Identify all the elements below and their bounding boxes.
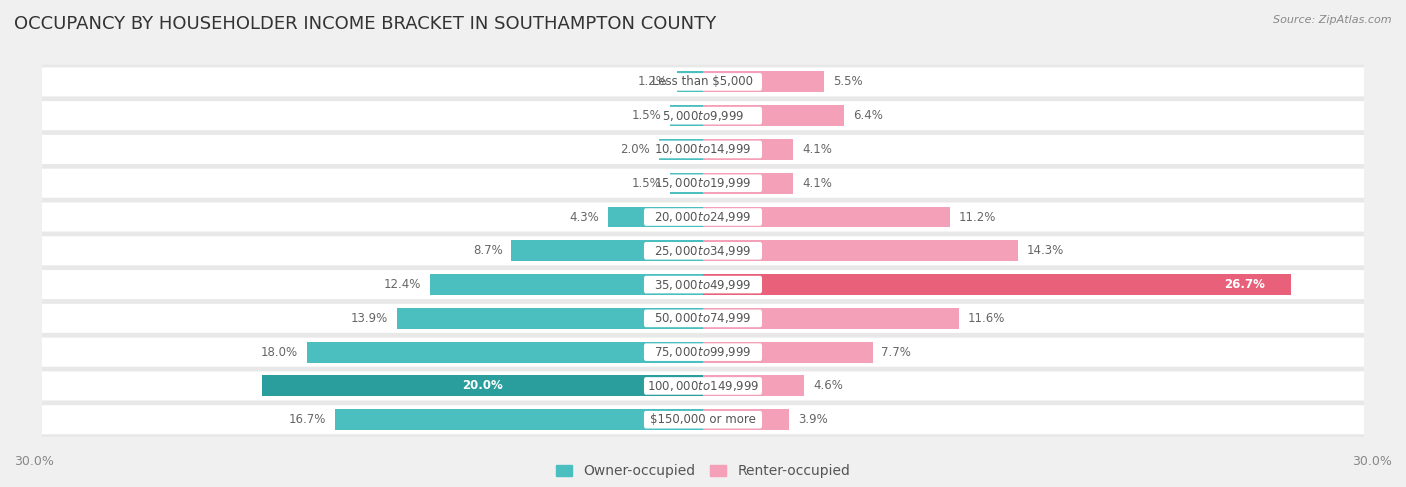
Bar (335, 409, 703, 430)
Text: 20.0%: 20.0% (463, 379, 503, 393)
Text: 2.0%: 2.0% (620, 143, 650, 156)
Text: $35,000 to $49,999: $35,000 to $49,999 (654, 278, 752, 292)
Bar (396, 308, 703, 329)
FancyBboxPatch shape (35, 135, 1371, 164)
Bar (703, 240, 1018, 262)
Text: 5.5%: 5.5% (832, 75, 863, 89)
Text: Less than $5,000: Less than $5,000 (652, 75, 754, 89)
Bar (703, 72, 824, 93)
Text: $100,000 to $149,999: $100,000 to $149,999 (647, 379, 759, 393)
FancyBboxPatch shape (644, 107, 762, 125)
Text: 16.7%: 16.7% (290, 413, 326, 426)
Bar (669, 173, 703, 194)
Text: 1.5%: 1.5% (631, 177, 661, 190)
FancyBboxPatch shape (30, 166, 1376, 201)
Text: Source: ZipAtlas.com: Source: ZipAtlas.com (1274, 15, 1392, 25)
Text: 13.9%: 13.9% (350, 312, 388, 325)
Bar (703, 105, 844, 126)
Text: 4.3%: 4.3% (569, 210, 599, 224)
Bar (703, 139, 793, 160)
FancyBboxPatch shape (35, 67, 1371, 96)
Bar (703, 409, 789, 430)
FancyBboxPatch shape (644, 174, 762, 192)
Text: $5,000 to $9,999: $5,000 to $9,999 (662, 109, 744, 123)
Text: 11.2%: 11.2% (959, 210, 995, 224)
FancyBboxPatch shape (644, 208, 762, 226)
FancyBboxPatch shape (30, 65, 1376, 99)
Text: 6.4%: 6.4% (853, 109, 883, 122)
Text: 7.7%: 7.7% (882, 346, 911, 358)
FancyBboxPatch shape (30, 335, 1376, 369)
FancyBboxPatch shape (30, 132, 1376, 167)
FancyBboxPatch shape (30, 369, 1376, 403)
Text: $15,000 to $19,999: $15,000 to $19,999 (654, 176, 752, 190)
FancyBboxPatch shape (35, 236, 1371, 265)
Text: 1.2%: 1.2% (638, 75, 668, 89)
FancyBboxPatch shape (35, 405, 1371, 434)
FancyBboxPatch shape (30, 301, 1376, 336)
Bar (703, 375, 804, 396)
Bar (512, 240, 703, 262)
Text: 1.5%: 1.5% (631, 109, 661, 122)
Text: 3.9%: 3.9% (797, 413, 828, 426)
FancyBboxPatch shape (30, 98, 1376, 133)
Text: $150,000 or more: $150,000 or more (650, 413, 756, 426)
FancyBboxPatch shape (644, 343, 762, 361)
Text: 30.0%: 30.0% (14, 454, 53, 468)
Text: 30.0%: 30.0% (1353, 454, 1392, 468)
FancyBboxPatch shape (35, 337, 1371, 367)
FancyBboxPatch shape (30, 267, 1376, 302)
Legend: Owner-occupied, Renter-occupied: Owner-occupied, Renter-occupied (550, 459, 856, 484)
FancyBboxPatch shape (644, 141, 762, 158)
Bar (307, 342, 703, 363)
Bar (703, 206, 949, 227)
Bar (659, 139, 703, 160)
Text: 4.6%: 4.6% (813, 379, 844, 393)
FancyBboxPatch shape (644, 276, 762, 293)
FancyBboxPatch shape (35, 270, 1371, 299)
FancyBboxPatch shape (644, 377, 762, 395)
FancyBboxPatch shape (644, 310, 762, 327)
Bar (263, 375, 703, 396)
FancyBboxPatch shape (644, 411, 762, 429)
Text: 12.4%: 12.4% (384, 278, 420, 291)
Text: 4.1%: 4.1% (801, 143, 832, 156)
Text: 11.6%: 11.6% (967, 312, 1005, 325)
FancyBboxPatch shape (644, 73, 762, 91)
FancyBboxPatch shape (35, 101, 1371, 130)
Text: $20,000 to $24,999: $20,000 to $24,999 (654, 210, 752, 224)
Bar (703, 342, 873, 363)
Bar (703, 173, 793, 194)
Text: $10,000 to $14,999: $10,000 to $14,999 (654, 143, 752, 156)
FancyBboxPatch shape (644, 242, 762, 260)
FancyBboxPatch shape (35, 203, 1371, 231)
Bar (703, 274, 1291, 295)
Bar (676, 72, 703, 93)
Bar (609, 206, 703, 227)
Text: 26.7%: 26.7% (1223, 278, 1264, 291)
Text: 18.0%: 18.0% (260, 346, 298, 358)
Bar (703, 308, 959, 329)
FancyBboxPatch shape (35, 372, 1371, 400)
FancyBboxPatch shape (30, 200, 1376, 234)
Text: 8.7%: 8.7% (472, 244, 502, 257)
Text: $25,000 to $34,999: $25,000 to $34,999 (654, 244, 752, 258)
Text: OCCUPANCY BY HOUSEHOLDER INCOME BRACKET IN SOUTHAMPTON COUNTY: OCCUPANCY BY HOUSEHOLDER INCOME BRACKET … (14, 15, 716, 33)
FancyBboxPatch shape (30, 234, 1376, 268)
Text: 14.3%: 14.3% (1026, 244, 1064, 257)
FancyBboxPatch shape (35, 169, 1371, 198)
Text: $50,000 to $74,999: $50,000 to $74,999 (654, 311, 752, 325)
FancyBboxPatch shape (30, 402, 1376, 437)
Text: 4.1%: 4.1% (801, 177, 832, 190)
FancyBboxPatch shape (35, 304, 1371, 333)
Text: $75,000 to $99,999: $75,000 to $99,999 (654, 345, 752, 359)
Bar (669, 105, 703, 126)
Bar (430, 274, 703, 295)
